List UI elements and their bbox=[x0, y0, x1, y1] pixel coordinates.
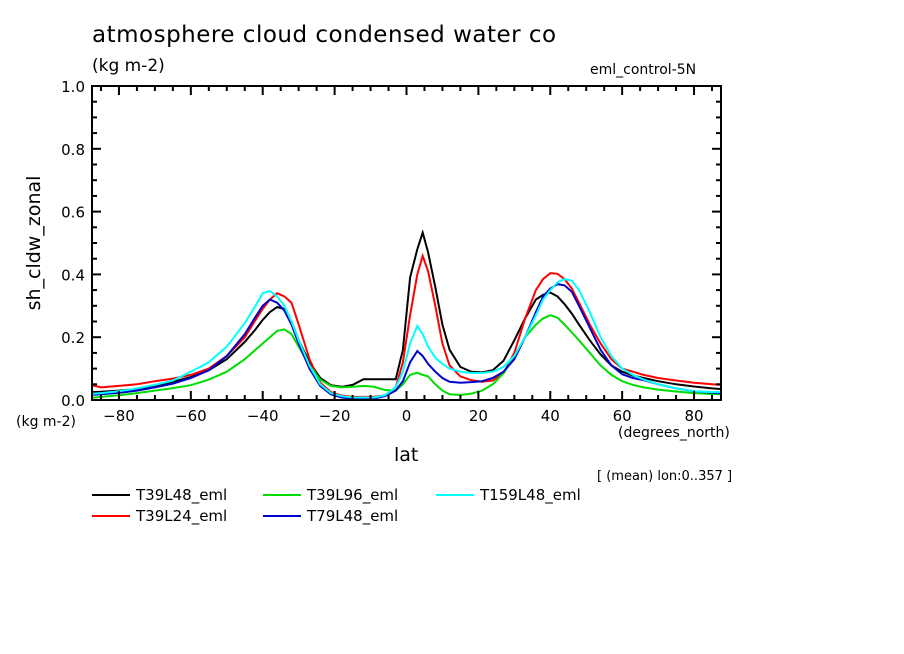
legend-swatch bbox=[92, 494, 130, 496]
legend-swatch bbox=[436, 494, 474, 496]
chart-title: atmosphere cloud condensed water co bbox=[92, 22, 557, 48]
y-tick-label: 0.0 bbox=[61, 392, 85, 410]
legend-swatch bbox=[263, 515, 301, 517]
legend-swatch bbox=[263, 494, 301, 496]
x-tick-label: −80 bbox=[103, 407, 135, 425]
legend-label: T39L24_eml bbox=[136, 507, 228, 525]
series-layer bbox=[92, 229, 721, 400]
tick-labels: −80 −60 −40 −20 0 20 40 60 80 0.0 0.2 0.4 0.6 0.8 1.0 bbox=[61, 78, 703, 425]
legend-swatch bbox=[92, 515, 130, 517]
x-tick-label: 20 bbox=[469, 407, 488, 425]
legend-item: T159L48_eml bbox=[436, 486, 581, 504]
x-tick-label: 80 bbox=[684, 407, 703, 425]
units-label: (kg m-2) bbox=[92, 56, 165, 76]
dataset-label: eml_control-5N bbox=[590, 62, 697, 78]
legend-item: T79L48_eml bbox=[263, 507, 398, 525]
x-tick-label: −40 bbox=[247, 407, 279, 425]
legend-label: T79L48_eml bbox=[307, 507, 399, 525]
legend-item: T39L96_eml bbox=[263, 486, 398, 504]
x-tick-label: 0 bbox=[402, 407, 412, 425]
x-tick-label: 40 bbox=[541, 407, 560, 425]
series-line-T39L48_eml bbox=[92, 229, 721, 394]
series-line-T39L24_eml bbox=[92, 252, 721, 398]
plot-frame bbox=[91, 85, 722, 401]
x-tick-label: −20 bbox=[319, 407, 351, 425]
series-line-T79L48_eml bbox=[92, 283, 721, 400]
y-units-label: (kg m-2) bbox=[16, 414, 76, 430]
x-tick-label: 60 bbox=[613, 407, 632, 425]
y-tick-label: 0.6 bbox=[61, 204, 85, 222]
y-tick-label: 1.0 bbox=[61, 78, 85, 96]
axes-layer bbox=[91, 85, 722, 401]
y-tick-label: 0.2 bbox=[61, 329, 85, 347]
x-tick-label: −60 bbox=[175, 407, 207, 425]
x-axis-label: lat bbox=[394, 444, 419, 466]
series-line-T159L48_eml bbox=[92, 278, 721, 399]
legend-label: T39L96_eml bbox=[307, 486, 399, 504]
legend-label: T39L48_eml bbox=[136, 486, 228, 504]
legend-item: T39L48_eml bbox=[92, 486, 227, 504]
y-tick-label: 0.4 bbox=[61, 266, 85, 284]
y-tick-label: 0.8 bbox=[61, 141, 85, 159]
legend-item: T39L24_eml bbox=[92, 507, 227, 525]
x-units-label: (degrees_north) bbox=[618, 425, 730, 441]
legend-label: T159L48_eml bbox=[480, 486, 581, 504]
subset-note: [ (mean) lon:0..357 ] bbox=[597, 469, 733, 484]
series-line-T39L96_eml bbox=[92, 314, 721, 399]
